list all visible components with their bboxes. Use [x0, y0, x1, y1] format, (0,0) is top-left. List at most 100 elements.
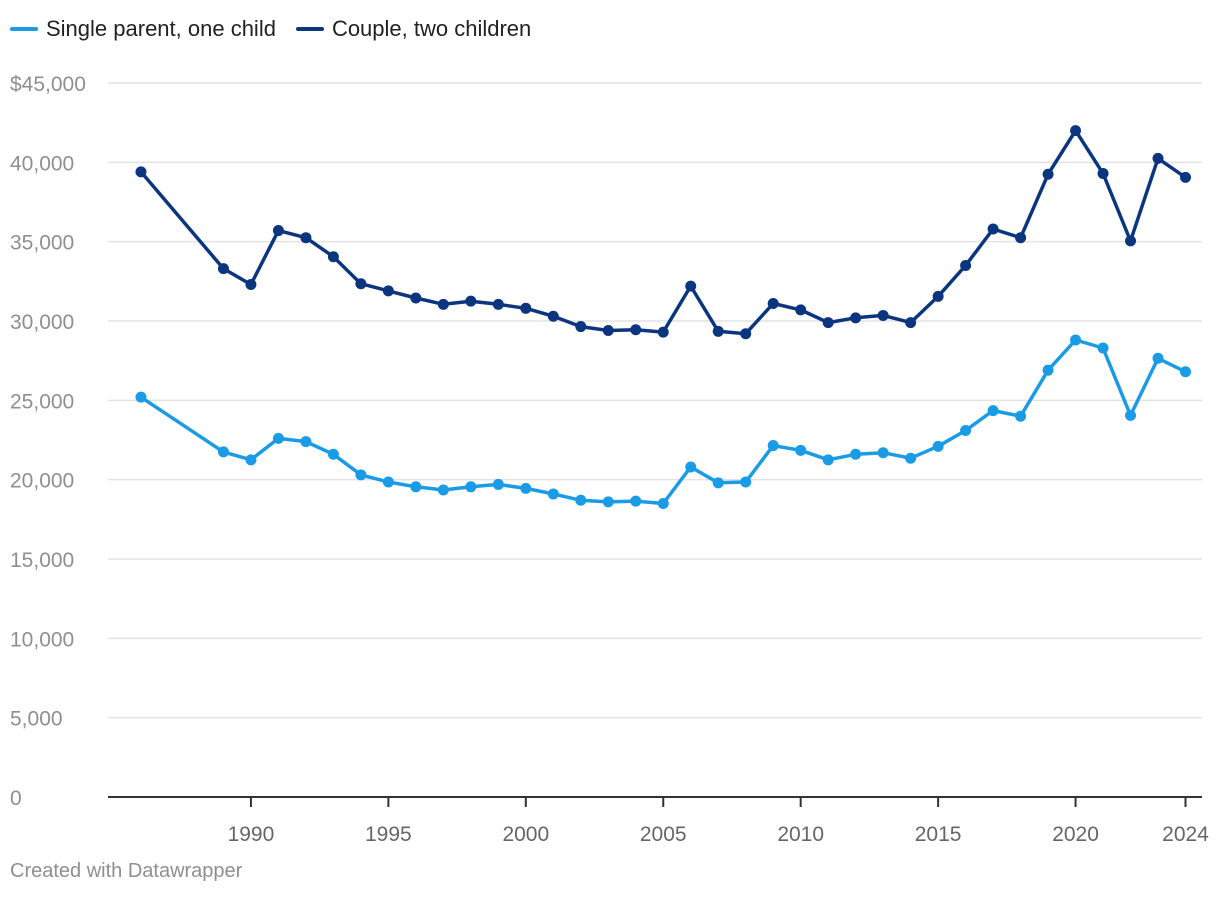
- data-point: [1070, 125, 1082, 137]
- data-point: [1042, 168, 1054, 180]
- x-tick-label: 2010: [777, 823, 824, 846]
- y-tick-label: 5,000: [10, 708, 63, 731]
- x-tick-label: 2005: [640, 823, 687, 846]
- data-point: [685, 280, 697, 292]
- data-point: [987, 223, 999, 235]
- data-point: [135, 166, 147, 178]
- data-point: [1152, 152, 1164, 164]
- data-point: [245, 279, 257, 291]
- x-tick-label: 2015: [915, 823, 962, 846]
- data-point: [575, 494, 587, 506]
- y-tick-label: 20,000: [10, 470, 74, 493]
- legend-item: Single parent, one child: [10, 16, 276, 42]
- data-point: [410, 481, 422, 493]
- data-point: [135, 391, 147, 403]
- x-tick-label: 2020: [1052, 823, 1099, 846]
- data-point: [217, 446, 229, 458]
- data-point: [437, 298, 449, 310]
- y-tick-label: 40,000: [10, 152, 74, 175]
- y-tick-label: 35,000: [10, 232, 74, 255]
- data-point: [932, 440, 944, 452]
- data-point: [272, 432, 284, 444]
- data-point: [630, 495, 642, 507]
- x-tick-label: 1995: [365, 823, 412, 846]
- y-tick-label: 30,000: [10, 311, 74, 334]
- legend-swatch: [10, 27, 38, 31]
- y-tick-label: 25,000: [10, 390, 74, 413]
- data-point: [1097, 167, 1109, 179]
- data-point: [1180, 366, 1192, 378]
- data-point: [822, 454, 834, 466]
- data-point: [602, 325, 614, 337]
- x-tick-label: 1990: [228, 823, 275, 846]
- data-point: [657, 497, 669, 509]
- series-line-2: [139, 128, 1188, 336]
- data-point: [272, 225, 284, 237]
- data-point: [1125, 409, 1137, 421]
- data-point: [245, 454, 257, 466]
- chart-legend: Single parent, one child Couple, two chil…: [10, 16, 531, 42]
- data-point: [1042, 364, 1054, 376]
- legend-swatch: [295, 27, 324, 31]
- legend-item: Couple, two children: [295, 16, 532, 42]
- data-point: [465, 481, 477, 493]
- x-tick-label: 2024: [1162, 823, 1209, 846]
- data-point: [1152, 352, 1164, 364]
- data-point: [712, 325, 724, 337]
- data-point: [492, 478, 504, 490]
- data-point: [520, 482, 532, 494]
- legend-label: Single parent, one child: [46, 16, 276, 41]
- data-point: [217, 263, 229, 275]
- data-point: [1180, 171, 1192, 183]
- data-point: [960, 424, 972, 436]
- data-point: [767, 298, 779, 310]
- data-point: [465, 295, 477, 307]
- y-tick-label: $45,000: [10, 73, 86, 96]
- data-point: [1097, 342, 1109, 354]
- data-point: [795, 304, 807, 316]
- y-tick-label: 10,000: [10, 628, 74, 651]
- data-point: [437, 484, 449, 496]
- data-point: [1015, 410, 1027, 422]
- data-point: [410, 292, 422, 304]
- data-point: [547, 488, 559, 500]
- data-point: [1015, 232, 1027, 244]
- data-point: [355, 469, 367, 481]
- data-point: [905, 317, 917, 329]
- legend-label: Couple, two children: [331, 16, 532, 41]
- data-point: [382, 285, 394, 297]
- data-point: [382, 476, 394, 488]
- data-point: [822, 317, 834, 329]
- data-point: [767, 440, 779, 452]
- data-point: [740, 328, 752, 340]
- data-point: [932, 290, 944, 302]
- data-point: [712, 477, 724, 489]
- data-point: [740, 476, 752, 488]
- data-point: [355, 278, 367, 290]
- data-point: [300, 232, 312, 244]
- data-point: [877, 309, 889, 321]
- data-point: [657, 326, 669, 338]
- data-point: [685, 461, 697, 473]
- data-point: [850, 312, 862, 324]
- x-tick-label: 2000: [502, 823, 549, 846]
- data-point: [547, 310, 559, 322]
- data-point: [795, 444, 807, 456]
- data-point: [327, 448, 339, 460]
- y-tick-label: 15,000: [10, 549, 74, 572]
- data-point: [960, 259, 972, 271]
- footer-credit: Created with Datawrapper: [10, 860, 243, 882]
- data-point: [987, 405, 999, 417]
- data-point: [602, 496, 614, 508]
- data-point: [630, 324, 642, 336]
- data-point: [492, 298, 504, 310]
- data-point: [327, 251, 339, 263]
- data-point: [300, 436, 312, 448]
- data-point: [520, 302, 532, 314]
- data-point: [877, 447, 889, 459]
- data-point: [1070, 334, 1082, 346]
- data-point: [1125, 235, 1137, 247]
- data-point: [850, 448, 862, 460]
- data-point: [575, 321, 587, 333]
